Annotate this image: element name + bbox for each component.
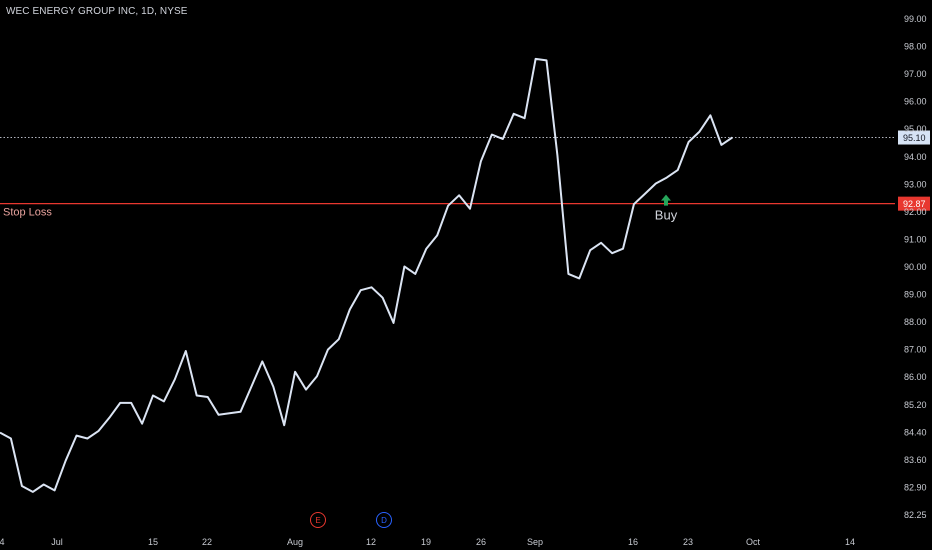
horizontal-lines: Stop Loss 92.87 95.10	[0, 130, 930, 219]
price-axis-tick: 86.00	[904, 372, 927, 382]
price-axis-tick: 83.60	[904, 455, 927, 465]
price-axis-tick: 95.00	[904, 124, 927, 134]
price-axis-tick: 94.00	[904, 152, 927, 162]
time-axis-tick: 23	[683, 537, 693, 547]
time-axis-tick: 22	[202, 537, 212, 547]
time-axis-tick: 4	[0, 537, 5, 547]
price-axis-tick: 96.00	[904, 97, 927, 107]
price-axis-tick: 98.00	[904, 42, 927, 52]
price-axis-tick: 84.40	[904, 427, 927, 437]
time-axis-tick: 26	[476, 537, 486, 547]
price-axis-tick: 90.00	[904, 262, 927, 272]
stop-loss-label: Stop Loss	[3, 207, 52, 219]
dividend-event-letter: D	[381, 516, 387, 525]
price-series-line	[0, 57, 733, 493]
price-axis-tick: 91.00	[904, 234, 927, 244]
earnings-event-letter: E	[315, 516, 320, 525]
stop-loss-price-tag-text: 92.87	[903, 199, 926, 209]
stop-loss-price-tag	[898, 196, 930, 211]
buy-label: Buy	[655, 208, 678, 223]
current-price-tag-text: 95.10	[903, 133, 926, 143]
time-axis-tick: Sep	[527, 537, 543, 547]
price-axis-tick: 82.25	[904, 510, 927, 520]
price-axis-tick: 82.90	[904, 482, 927, 492]
annotations: Buy	[655, 194, 678, 223]
time-axis-tick: 14	[845, 537, 855, 547]
price-axis-tick: 89.00	[904, 290, 927, 300]
time-axis-tick: 12	[366, 537, 376, 547]
price-axis-tick: 87.00	[904, 345, 927, 355]
price-axis-tick: 88.00	[904, 317, 927, 327]
current-price-tag	[898, 130, 930, 145]
dividend-event-marker	[376, 512, 392, 528]
time-axis-tick: 15	[148, 537, 158, 547]
price-axis: 99.00 98.00 97.00 96.00 95.00 94.00 93.00 92.00…	[904, 14, 927, 520]
price-axis-tick: 99.00	[904, 14, 927, 24]
time-axis-tick: Aug	[287, 537, 303, 547]
time-axis-tick: Oct	[746, 537, 761, 547]
price-axis-tick: 93.00	[904, 179, 927, 189]
time-axis-tick: Jul	[51, 537, 63, 547]
price-series	[0, 57, 733, 493]
earnings-event-marker	[310, 512, 326, 528]
buy-arrow-icon	[661, 194, 671, 206]
chart-title: WEC ENERGY GROUP INC, 1D, NYSE	[6, 6, 188, 17]
time-axis: 4 Jul 15 22 Aug 12 19 26 Sep 16 23 Oct 14	[0, 537, 855, 547]
price-axis-tick: 92.00	[904, 207, 927, 217]
price-axis-tick: 97.00	[904, 69, 927, 79]
time-axis-tick: 19	[421, 537, 431, 547]
price-axis-tick: 85.20	[904, 400, 927, 410]
time-axis-tick: 16	[628, 537, 638, 547]
